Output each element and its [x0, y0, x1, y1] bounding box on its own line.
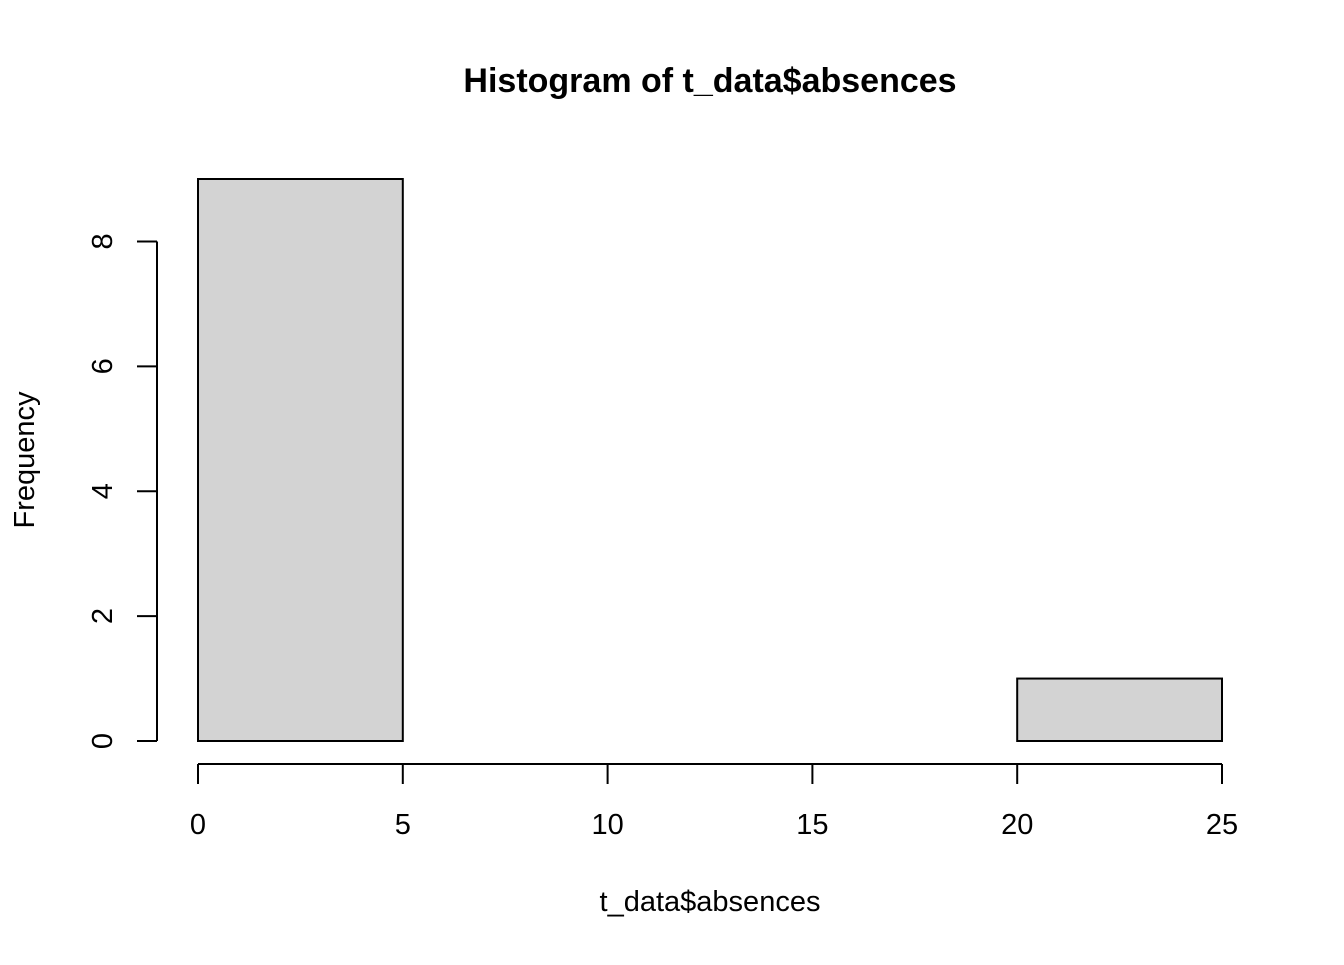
histogram-bar-0: [197, 178, 404, 742]
chart-title: Histogram of t_data$absences: [463, 62, 956, 100]
x-tick-label-2: 10: [591, 809, 623, 841]
x-tick-label-5: 25: [1206, 809, 1238, 841]
x-tick-label-1: 5: [395, 809, 411, 841]
y-tick-label-4: 8: [87, 233, 119, 249]
y-axis: 0 2 4 6 8: [87, 233, 158, 749]
x-axis-label: t_data$absences: [600, 886, 821, 918]
bars-group: [197, 178, 1224, 742]
x-tick-label-4: 20: [1001, 809, 1033, 841]
x-tick-label-3: 15: [796, 809, 828, 841]
x-axis: 0 5 10 15 20 25: [190, 763, 1238, 841]
y-tick-label-0: 0: [87, 733, 119, 749]
y-tick-label-2: 4: [87, 483, 119, 499]
y-tick-label-1: 2: [87, 608, 119, 624]
y-tick-label-3: 6: [87, 358, 119, 374]
histogram-bar-4: [1016, 677, 1224, 742]
y-axis-label: Frequency: [9, 391, 41, 529]
x-tick-label-0: 0: [190, 809, 206, 841]
